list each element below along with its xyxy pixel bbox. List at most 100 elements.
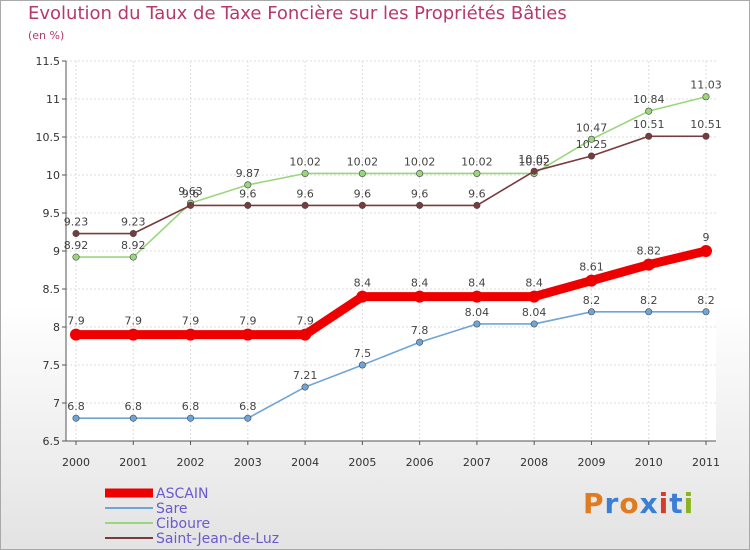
- data-point-saint-jean-de-luz: [129, 230, 137, 238]
- legend-label-ascain: ASCAIN: [156, 486, 208, 502]
- data-point-ascain: [413, 290, 426, 303]
- logo-letter: i: [683, 487, 695, 520]
- logo-letter: i: [658, 487, 670, 520]
- data-label-ascain: 8.4: [411, 277, 429, 290]
- data-point-ascain: [642, 258, 655, 271]
- data-point-sare: [702, 308, 710, 316]
- data-point-saint-jean-de-luz: [702, 132, 710, 140]
- legend-label-saint-jean-de-luz: Saint-Jean-de-Luz: [156, 531, 279, 547]
- data-label-saint-jean-de-luz: 9.6: [468, 187, 486, 200]
- logo-letter: P: [583, 487, 605, 520]
- y-tick-label: 8.5: [43, 283, 61, 296]
- data-point-saint-jean-de-luz: [358, 201, 366, 209]
- data-point-ciboure: [301, 169, 309, 177]
- data-point-saint-jean-de-luz: [587, 152, 595, 160]
- x-tick-label: 2006: [406, 456, 434, 469]
- data-point-sare: [645, 308, 653, 316]
- x-tick-label: 2010: [635, 456, 663, 469]
- x-tick-label: 2008: [520, 456, 548, 469]
- data-label-ascain: 8.61: [579, 261, 604, 274]
- y-tick-label: 11.5: [36, 55, 61, 68]
- data-point-ascain: [241, 328, 254, 341]
- data-label-sare: 8.2: [583, 294, 601, 307]
- y-tick-label: 9.5: [43, 207, 61, 220]
- data-label-ciboure: 10.84: [633, 93, 665, 106]
- data-point-ciboure: [645, 107, 653, 115]
- data-point-ascain: [528, 290, 541, 303]
- data-label-ciboure: 11.03: [690, 79, 722, 92]
- x-tick-label: 2003: [234, 456, 262, 469]
- logo-letter: x: [639, 487, 659, 520]
- data-label-sare: 8.04: [522, 306, 547, 319]
- data-label-ciboure: 10.02: [347, 155, 379, 168]
- data-label-ciboure: 10.02: [289, 155, 321, 168]
- data-point-saint-jean-de-luz: [301, 201, 309, 209]
- series-ascain: 7.9 7.9 7.9 7.9 7.9 8.4 8.4 8.4 8.4 8.61 8.82 9: [67, 231, 712, 341]
- data-label-ascain: 8.82: [636, 245, 661, 258]
- data-label-saint-jean-de-luz: 9.6: [239, 187, 257, 200]
- data-point-ascain: [356, 290, 369, 303]
- x-tick-label: 2009: [577, 456, 605, 469]
- data-point-saint-jean-de-luz: [187, 201, 195, 209]
- data-label-saint-jean-de-luz: 9.6: [296, 187, 314, 200]
- data-point-ciboure: [587, 135, 595, 143]
- series-line-ciboure: [75, 95, 707, 258]
- legend-label-sare: Sare: [156, 501, 188, 517]
- data-point-ascain: [700, 245, 712, 257]
- data-label-saint-jean-de-luz: 9.6: [182, 187, 200, 200]
- data-label-sare: 7.21: [293, 369, 318, 382]
- data-point-saint-jean-de-luz: [72, 230, 80, 238]
- data-label-ciboure: 10.02: [461, 155, 493, 168]
- x-tick-label: 2002: [177, 456, 205, 469]
- data-point-ascain: [127, 328, 140, 341]
- data-point-sare: [416, 338, 424, 346]
- data-label-ascain: 9: [703, 231, 710, 244]
- y-tick-label: 7: [53, 397, 60, 410]
- data-point-sare: [530, 320, 538, 328]
- x-tick-label: 2011: [692, 456, 720, 469]
- y-tick-label: 10: [46, 169, 60, 182]
- data-point-sare: [72, 414, 80, 422]
- data-label-saint-jean-de-luz: 10.25: [576, 138, 608, 151]
- data-point-sare: [358, 361, 366, 369]
- data-point-ciboure: [72, 253, 80, 261]
- data-label-ciboure: 10.02: [518, 155, 550, 168]
- data-label-saint-jean-de-luz: 10.51: [633, 118, 665, 131]
- data-point-ciboure: [416, 169, 424, 177]
- data-label-ciboure: 9.87: [236, 167, 261, 180]
- data-point-ascain: [70, 328, 82, 341]
- data-label-saint-jean-de-luz: 9.23: [64, 216, 89, 229]
- y-tick-label: 7.5: [43, 359, 61, 372]
- data-point-sare: [187, 414, 195, 422]
- data-label-ascain: 7.9: [239, 315, 257, 328]
- series-sare: 6.8 6.8 6.8 6.8 7.21 7.5 7.8 8.04 8.04 8.2 8.2 8.2: [67, 294, 715, 422]
- data-point-saint-jean-de-luz: [645, 132, 653, 140]
- series-line-sare: [75, 310, 707, 420]
- data-label-sare: 8.2: [640, 294, 658, 307]
- data-label-ascain: 8.4: [354, 277, 372, 290]
- data-point-ascain: [299, 328, 312, 341]
- data-label-saint-jean-de-luz: 9.6: [354, 187, 372, 200]
- series-saint-jean-de-luz: 9.23 9.23 9.6 9.6 9.6 9.6 9.6 9.6 10.05 10.25 10.5…: [64, 118, 722, 238]
- data-label-ciboure: 8.92: [64, 239, 89, 252]
- data-label-saint-jean-de-luz: 9.6: [411, 187, 429, 200]
- logo-letter: r: [604, 487, 620, 520]
- data-point-sare: [473, 320, 481, 328]
- data-label-ascain: 7.9: [125, 315, 143, 328]
- data-label-sare: 6.8: [182, 400, 200, 413]
- data-label-saint-jean-de-luz: 10.05: [518, 153, 550, 166]
- proxiti-logo: Proxiti: [583, 487, 694, 520]
- x-tick-label: 2004: [291, 456, 319, 469]
- data-point-ciboure: [358, 169, 366, 177]
- data-point-sare: [301, 383, 309, 391]
- x-tick-label: 2000: [62, 456, 90, 469]
- logo-letter: t: [669, 487, 684, 520]
- x-tick-label: 2001: [119, 456, 147, 469]
- y-tick-label: 6.5: [43, 435, 61, 448]
- data-point-ascain: [470, 290, 483, 303]
- data-label-sare: 6.8: [67, 400, 85, 413]
- series-line-ascain: [71, 246, 711, 340]
